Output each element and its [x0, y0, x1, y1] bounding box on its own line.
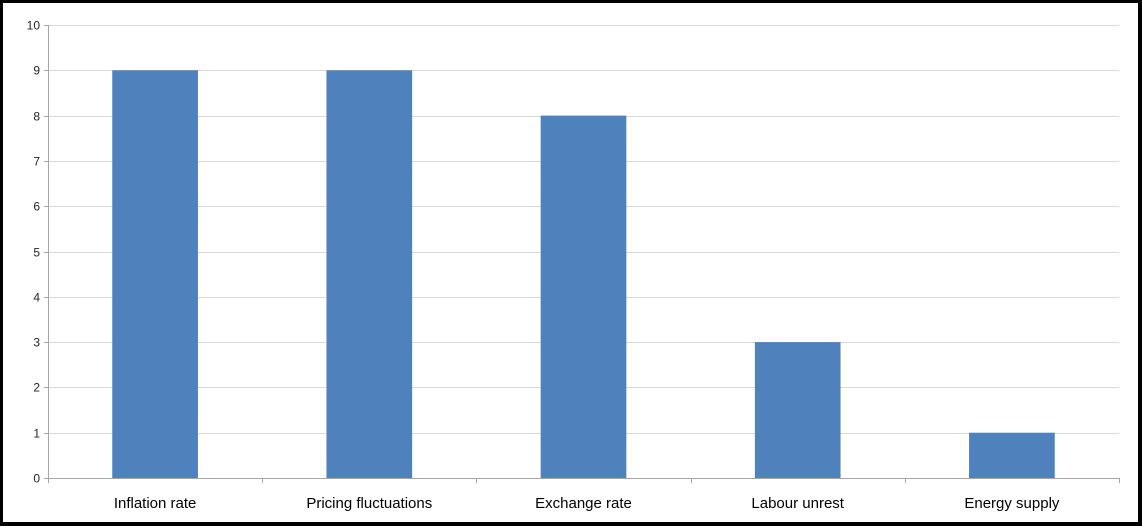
- y-tick-label-9: 9: [33, 64, 40, 78]
- y-tick-label-6: 6: [33, 200, 40, 214]
- bar-labour-unrest: [754, 342, 841, 478]
- y-tick-label-2: 2: [33, 381, 40, 395]
- y-tick-label-7: 7: [33, 155, 40, 169]
- y-tick-label-3: 3: [33, 336, 40, 350]
- bar-exchange-rate: [540, 115, 627, 478]
- y-tick-labels: 0 1 2 3 4 5 6 7 8 9 10: [27, 19, 41, 486]
- y-tick-label-5: 5: [33, 246, 40, 260]
- axes: [44, 25, 1120, 483]
- bar-series: [112, 70, 1055, 479]
- x-tick-label-energy-supply: Energy supply: [964, 495, 1060, 512]
- bar-chart: 0 1 2 3 4 5 6 7 8 9 10 Inflation rate Pricing fluct…: [27, 19, 1120, 512]
- x-tick-label-inflation-rate: Inflation rate: [114, 495, 197, 512]
- x-tick-label-labour-unrest: Labour unrest: [751, 495, 844, 512]
- bar-energy-supply: [969, 432, 1055, 478]
- y-tick-label-10: 10: [27, 19, 41, 33]
- y-tick-label-1: 1: [33, 427, 40, 441]
- y-tick-label-0: 0: [33, 472, 40, 486]
- bar-pricing-fluctuations: [326, 70, 413, 479]
- x-tick-label-exchange-rate: Exchange rate: [535, 495, 632, 512]
- bar-inflation-rate: [112, 70, 198, 479]
- y-tick-label-4: 4: [33, 291, 40, 305]
- x-tick-label-pricing-fluctuations: Pricing fluctuations: [306, 495, 432, 512]
- x-tick-labels: Inflation rate Pricing fluctuations Exchan…: [114, 495, 1060, 512]
- y-tick-label-8: 8: [33, 110, 40, 124]
